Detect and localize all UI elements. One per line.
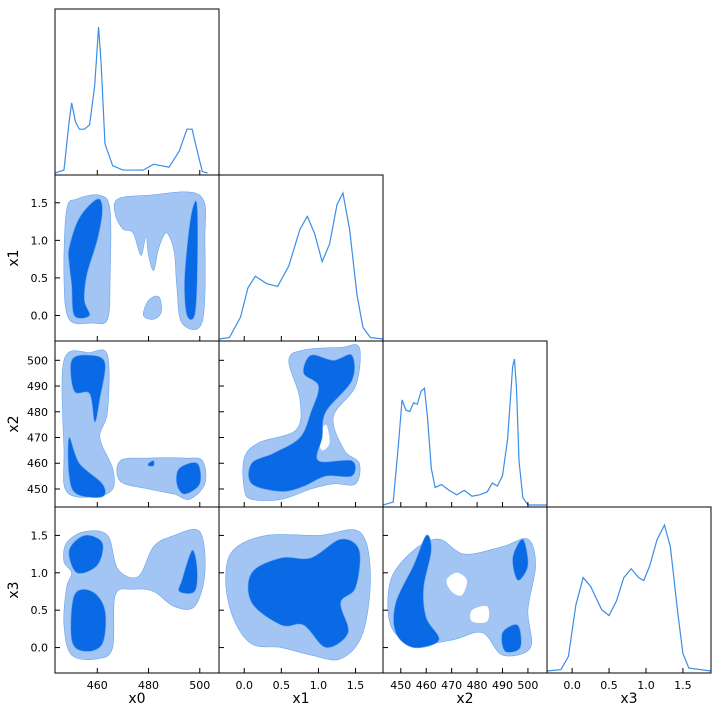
y-tick-label: 0.5 (31, 272, 49, 285)
x-tick-label: 0.0 (235, 679, 253, 692)
y-axis-label: x2 (6, 415, 22, 432)
x-tick-label: 460 (87, 679, 108, 692)
panel (383, 358, 547, 506)
x-tick-label: 1.5 (674, 679, 692, 692)
x-tick-label: 460 (416, 679, 437, 692)
contour-region (142, 295, 162, 320)
y-tick-label: 460 (27, 457, 48, 470)
y-axis-label: x3 (6, 581, 22, 598)
x-tick-label: 1.5 (347, 679, 365, 692)
contour-region (68, 534, 104, 574)
panel (387, 534, 536, 657)
x-axis-label: x3 (620, 691, 637, 707)
y-tick-label: 450 (27, 483, 48, 496)
contour-region (393, 534, 440, 649)
panel (547, 523, 711, 672)
density-curve (219, 191, 383, 340)
y-tick-label: 1.5 (31, 197, 49, 210)
y-tick-label: 1.0 (31, 567, 49, 580)
y-tick-label: 0.5 (31, 604, 49, 617)
x-tick-label: 480 (138, 679, 159, 692)
density-curve (55, 26, 208, 174)
contour-region (512, 538, 529, 581)
contour-region (70, 589, 107, 652)
contour-region (147, 460, 155, 467)
x-tick-label: 480 (467, 679, 488, 692)
y-tick-label: 500 (27, 354, 48, 367)
panel-frame (54, 8, 220, 176)
panel (225, 529, 371, 661)
y-tick-label: 490 (27, 380, 48, 393)
y-axis-label: x1 (6, 249, 22, 266)
x-axis-label: x2 (456, 691, 473, 707)
panel (63, 191, 207, 330)
contour-region (175, 462, 202, 495)
x-tick-label: 0.0 (563, 679, 581, 692)
density-curve (547, 523, 711, 672)
contour-region (247, 538, 361, 648)
contour-region (67, 437, 106, 498)
x-tick-label: 0.5 (273, 679, 291, 692)
contour-region (184, 200, 199, 320)
panel-frame (382, 340, 548, 508)
contour-region (248, 354, 356, 492)
density-curve (383, 358, 547, 506)
panel-frame (218, 174, 384, 342)
panel (61, 349, 207, 500)
x-tick-label: 500 (517, 679, 538, 692)
x-tick-label: 490 (492, 679, 513, 692)
y-tick-label: 1.0 (31, 234, 49, 247)
contour-region (446, 572, 468, 596)
x-tick-label: 470 (441, 679, 462, 692)
panel (63, 528, 206, 660)
y-tick-label: 0.0 (31, 309, 49, 322)
y-tick-label: 480 (27, 406, 48, 419)
y-tick-label: 1.5 (31, 529, 49, 542)
y-tick-label: 0.0 (31, 642, 49, 655)
panel (219, 191, 383, 340)
panel (242, 344, 361, 501)
x-tick-label: 1.0 (310, 679, 328, 692)
x-tick-label: 1.0 (637, 679, 655, 692)
contour-region (70, 354, 106, 423)
x-axis-label: x1 (292, 691, 309, 707)
x-tick-label: 450 (390, 679, 411, 692)
x-tick-label: 0.5 (600, 679, 618, 692)
contour-region (501, 624, 522, 653)
contour-region (178, 550, 198, 594)
panel (55, 26, 208, 174)
contour-region (67, 198, 103, 319)
x-axis-label: x0 (128, 691, 145, 707)
y-tick-label: 470 (27, 432, 48, 445)
x-tick-label: 500 (189, 679, 210, 692)
panel-frame (546, 506, 712, 674)
contour-region (470, 605, 490, 624)
contour-region (113, 191, 207, 330)
